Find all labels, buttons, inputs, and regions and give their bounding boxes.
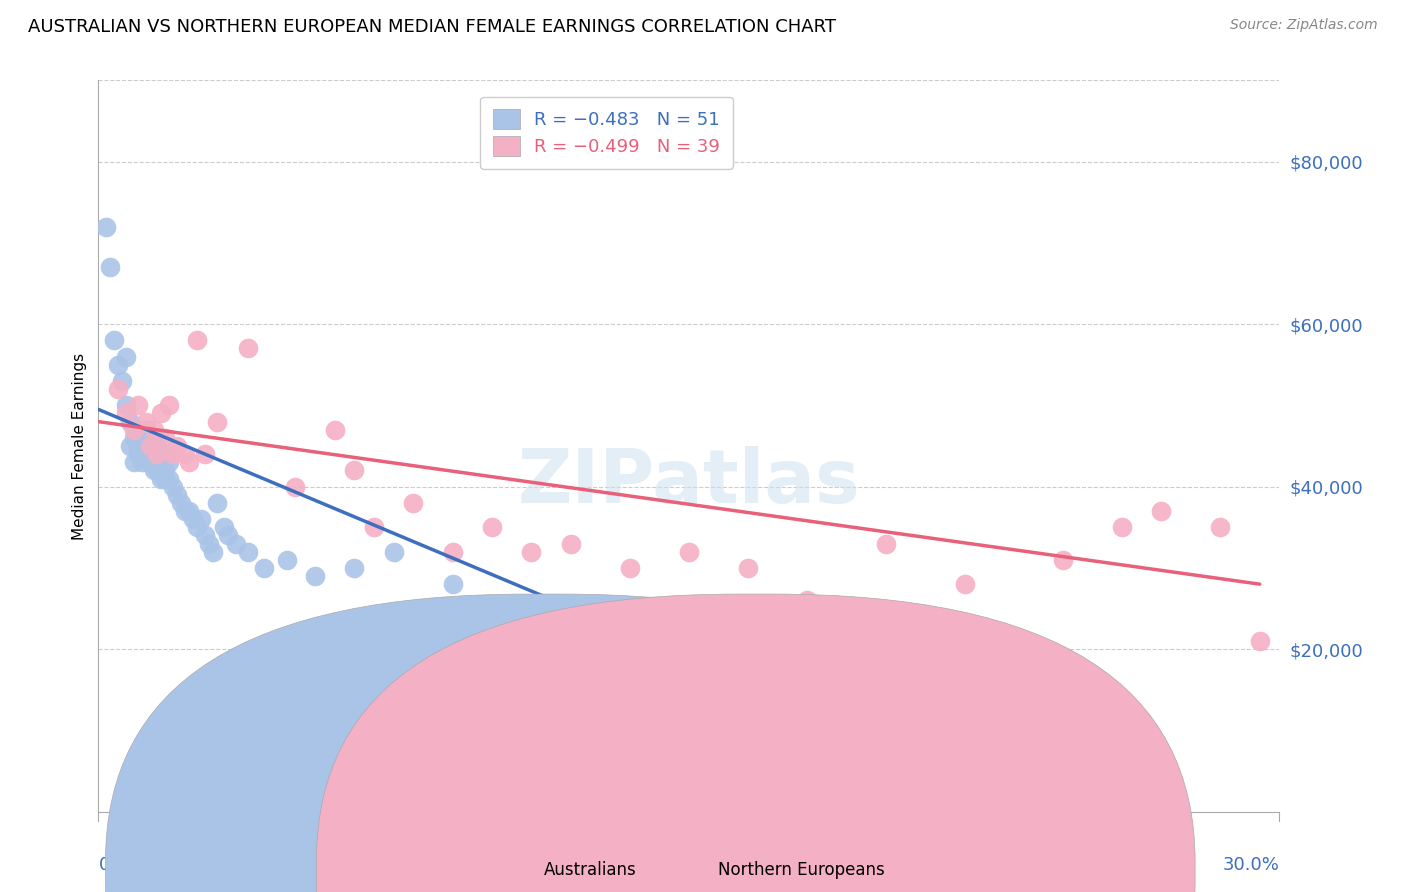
Point (115, 407, 138, 421)
Point (323, 423, 346, 437)
Point (190, 512, 212, 526)
Point (186, 334, 208, 348)
Point (304, 569, 326, 583)
Legend: R = −0.483   N = 51, R = −0.499   N = 39: R = −0.483 N = 51, R = −0.499 N = 39 (479, 96, 733, 169)
Point (155, 463, 177, 477)
Point (146, 447, 169, 461)
Point (157, 471, 180, 485)
Point (441, 577, 464, 591)
Point (131, 431, 153, 445)
Point (186, 520, 208, 534)
Point (197, 536, 219, 550)
Point (155, 431, 177, 445)
Point (146, 439, 169, 453)
Point (138, 439, 160, 453)
Point (138, 455, 160, 469)
Point (796, 593, 818, 607)
Point (737, 561, 759, 575)
Point (118, 439, 141, 453)
Point (138, 439, 160, 453)
Point (276, 553, 298, 567)
Point (127, 447, 149, 461)
Point (205, 415, 228, 429)
Point (157, 398, 180, 412)
Text: Australians: Australians (544, 861, 637, 879)
Point (194, 447, 217, 461)
Point (107, 382, 129, 396)
Point (214, 520, 236, 534)
Point (205, 496, 228, 510)
Point (174, 504, 197, 518)
Point (481, 520, 503, 534)
Point (111, 374, 134, 388)
Point (174, 447, 197, 461)
Point (201, 544, 224, 558)
Point (177, 504, 200, 518)
Point (170, 496, 193, 510)
Point (118, 415, 141, 429)
Point (142, 447, 165, 461)
Point (177, 455, 200, 469)
Point (363, 520, 385, 534)
Point (157, 455, 180, 469)
Text: 0.0%: 0.0% (98, 855, 143, 873)
Point (135, 447, 157, 461)
Point (107, 358, 129, 372)
Point (520, 544, 543, 558)
Point (343, 463, 366, 477)
Point (284, 480, 307, 494)
Point (1052, 553, 1074, 567)
Point (560, 536, 582, 550)
Point (1111, 520, 1133, 534)
Point (225, 536, 247, 550)
Point (217, 528, 239, 542)
Point (142, 423, 165, 437)
Text: Northern Europeans: Northern Europeans (718, 861, 884, 879)
Point (953, 577, 976, 591)
Y-axis label: Median Female Earnings: Median Female Earnings (72, 352, 87, 540)
Point (127, 439, 149, 453)
Point (343, 561, 366, 575)
Point (142, 463, 165, 477)
Point (146, 463, 169, 477)
Point (150, 471, 173, 485)
Point (122, 455, 145, 469)
Text: ZIPatlas: ZIPatlas (517, 446, 860, 519)
Point (135, 415, 157, 429)
Point (382, 544, 405, 558)
Point (131, 455, 153, 469)
Text: 30.0%: 30.0% (1223, 855, 1279, 873)
Point (619, 561, 641, 575)
Point (166, 488, 188, 502)
Point (441, 544, 464, 558)
Point (115, 350, 138, 364)
Point (253, 561, 276, 575)
Point (115, 398, 138, 412)
Point (162, 447, 184, 461)
Point (103, 334, 125, 348)
Point (155, 471, 177, 485)
Text: Source: ZipAtlas.com: Source: ZipAtlas.com (1230, 18, 1378, 32)
Point (96, 219, 118, 234)
Point (181, 512, 204, 526)
Text: AUSTRALIAN VS NORTHERN EUROPEAN MEDIAN FEMALE EARNINGS CORRELATION CHART: AUSTRALIAN VS NORTHERN EUROPEAN MEDIAN F… (28, 18, 837, 36)
Point (122, 423, 145, 437)
Point (135, 423, 157, 437)
Point (402, 496, 425, 510)
Point (150, 447, 173, 461)
Point (236, 544, 259, 558)
Point (122, 431, 145, 445)
Point (875, 536, 897, 550)
Point (150, 407, 173, 421)
Point (127, 398, 149, 412)
Point (1150, 504, 1173, 518)
Point (1249, 634, 1271, 648)
Point (236, 342, 259, 356)
Point (162, 480, 184, 494)
Point (194, 528, 217, 542)
Point (98, 260, 121, 275)
Point (678, 544, 700, 558)
Point (1209, 520, 1232, 534)
Point (166, 439, 188, 453)
